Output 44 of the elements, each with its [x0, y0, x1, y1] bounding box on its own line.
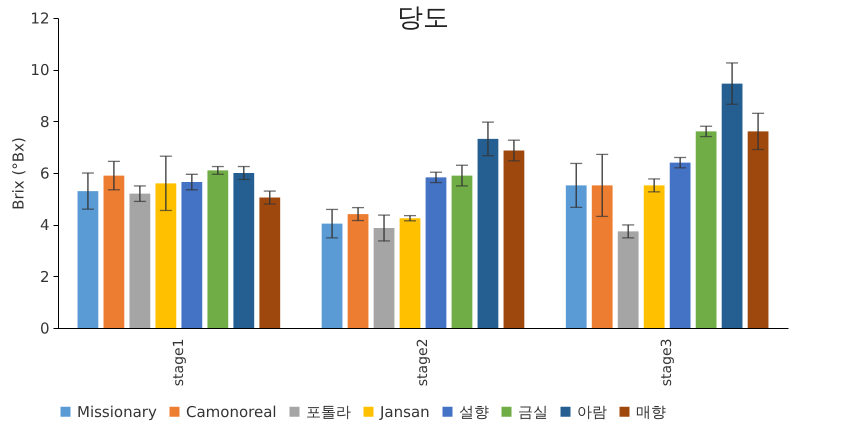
- legend-label: 금실: [518, 402, 548, 421]
- y-tick-label: 10: [30, 61, 50, 80]
- bar: [670, 162, 691, 328]
- bar: [322, 224, 342, 328]
- bar: [400, 218, 420, 328]
- legend-label: 아람: [577, 402, 607, 421]
- bar: [259, 198, 280, 328]
- bar: [78, 191, 98, 328]
- bar: [722, 84, 742, 328]
- y-tick-label: 4: [40, 216, 50, 234]
- bar: [618, 231, 639, 328]
- bar: [452, 176, 472, 328]
- bar: [644, 185, 665, 328]
- bar: [129, 194, 150, 328]
- legend-label: 설향: [459, 402, 489, 421]
- bar: [696, 131, 717, 328]
- y-tick-label: 2: [40, 268, 50, 286]
- y-axis-title: Brix (°Bx): [9, 137, 28, 210]
- bar: [748, 131, 768, 328]
- y-tick-label: 12: [30, 10, 50, 28]
- x-tick-label: stage1: [170, 338, 187, 386]
- legend-label: Jansan: [379, 402, 430, 421]
- y-tick-label: 6: [40, 164, 50, 182]
- bar: [181, 182, 202, 328]
- legend-label: 매향: [636, 402, 666, 421]
- bar: [207, 170, 228, 328]
- legend-label: Missionary: [77, 402, 157, 421]
- bar: [592, 185, 613, 328]
- x-tick-label: stage2: [415, 338, 431, 386]
- bar: [504, 150, 524, 328]
- bar: [566, 185, 587, 328]
- x-tick-label: stage3: [659, 338, 676, 386]
- y-tick-label: 8: [40, 112, 50, 131]
- bar: [155, 183, 176, 328]
- legend-label: 포톨라: [306, 402, 351, 421]
- chart-title: 당도: [397, 3, 449, 33]
- bar: [478, 138, 498, 328]
- bar: [348, 214, 368, 328]
- legend-label: Camonoreal: [186, 402, 277, 421]
- bar: [104, 176, 124, 328]
- y-tick-label: 0: [40, 320, 50, 338]
- bar: [426, 177, 446, 328]
- bar: [374, 228, 394, 328]
- bar: [233, 173, 254, 328]
